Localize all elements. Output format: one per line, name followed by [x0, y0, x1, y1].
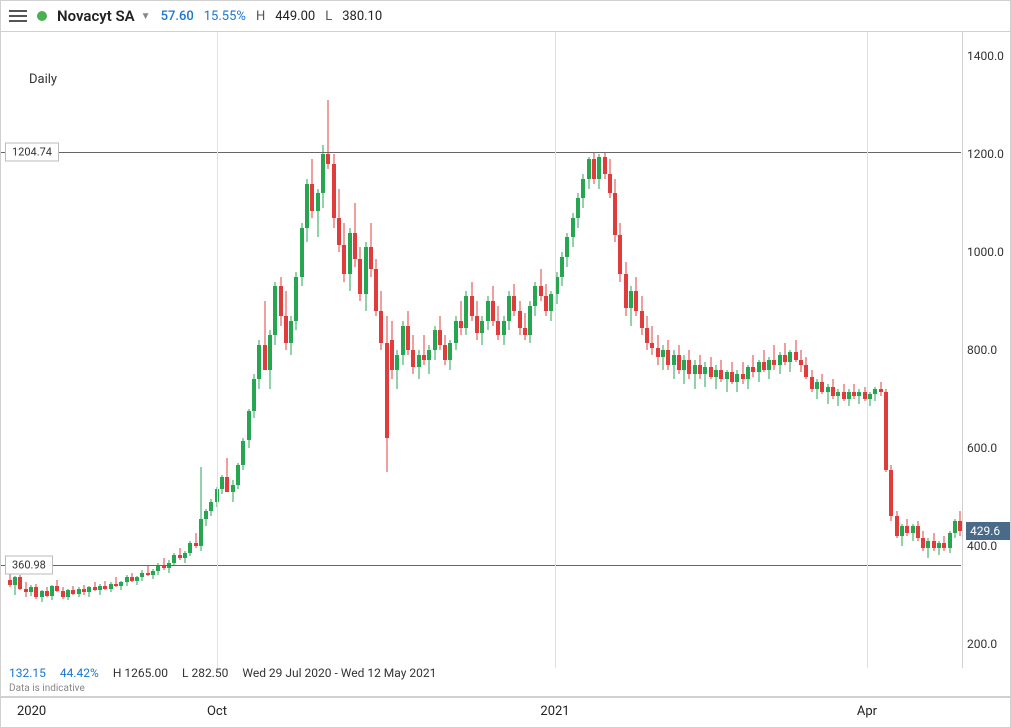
footer-low: 282.50 [191, 666, 228, 680]
menu-icon[interactable] [9, 7, 27, 25]
ticker-name[interactable]: Novacyt SA [57, 7, 135, 25]
horizontal-line-label: 360.98 [5, 555, 53, 574]
footer-low-label: L [182, 666, 188, 680]
footer-high: 1265.00 [124, 666, 168, 680]
pct-change: 15.55% [204, 9, 246, 24]
chart-header: Novacyt SA ▼ 57.60 15.55% H 449.00 L 380… [1, 1, 1010, 31]
x-gridline [867, 32, 868, 668]
y-tick-label: 600.0 [967, 441, 997, 455]
x-gridline [555, 32, 556, 668]
y-tick-label: 800.0 [967, 343, 997, 357]
date-range: Wed 29 Jul 2020 - Wed 12 May 2021 [242, 666, 436, 680]
chart-window: Novacyt SA ▼ 57.60 15.55% H 449.00 L 380… [0, 0, 1011, 728]
disclaimer: Data is indicative [9, 683, 85, 694]
chart-plot-area[interactable] [7, 32, 963, 668]
chart-footer-info: 132.15 44.42% H 1265.00 L 282.50 Wed 29 … [1, 662, 1010, 696]
x-gridline [217, 32, 218, 668]
x-tick-label: Oct [207, 704, 227, 719]
range-pct: 44.42% [60, 666, 99, 680]
y-axis: 1400.0 1200.0 1000.0 800.0 600.0 400.0 200.0 [962, 32, 1010, 668]
y-tick-label: 1400.0 [967, 49, 1004, 63]
footer-high-label: H [113, 666, 122, 680]
x-tick-label: Apr [857, 704, 877, 719]
x-tick-label: 2021 [540, 704, 569, 719]
price-change: 57.60 [161, 9, 194, 24]
current-price-badge: 429.6 [966, 522, 1010, 540]
horizontal-line [1, 565, 961, 566]
high-label: H [256, 9, 265, 24]
horizontal-line [1, 152, 961, 153]
y-tick-label: 1200.0 [967, 147, 1004, 161]
y-tick-label: 1000.0 [967, 245, 1004, 259]
y-tick-label: 200.0 [967, 637, 997, 651]
dropdown-icon[interactable]: ▼ [141, 11, 151, 22]
chart-body[interactable]: Daily 1400.01200.01000.0800.0600.0400.02… [1, 31, 1010, 697]
low-label: L [325, 9, 332, 24]
low-value: 380.10 [342, 9, 382, 24]
range-abs: 132.15 [9, 666, 46, 680]
high-value: 449.00 [275, 9, 315, 24]
x-tick-label: 2020 [17, 704, 46, 719]
horizontal-line-label: 1204.74 [5, 142, 59, 161]
x-axis: 2020 Oct 2021 Apr [1, 697, 1010, 727]
status-dot-icon [37, 11, 47, 21]
y-tick-label: 400.0 [967, 539, 997, 553]
